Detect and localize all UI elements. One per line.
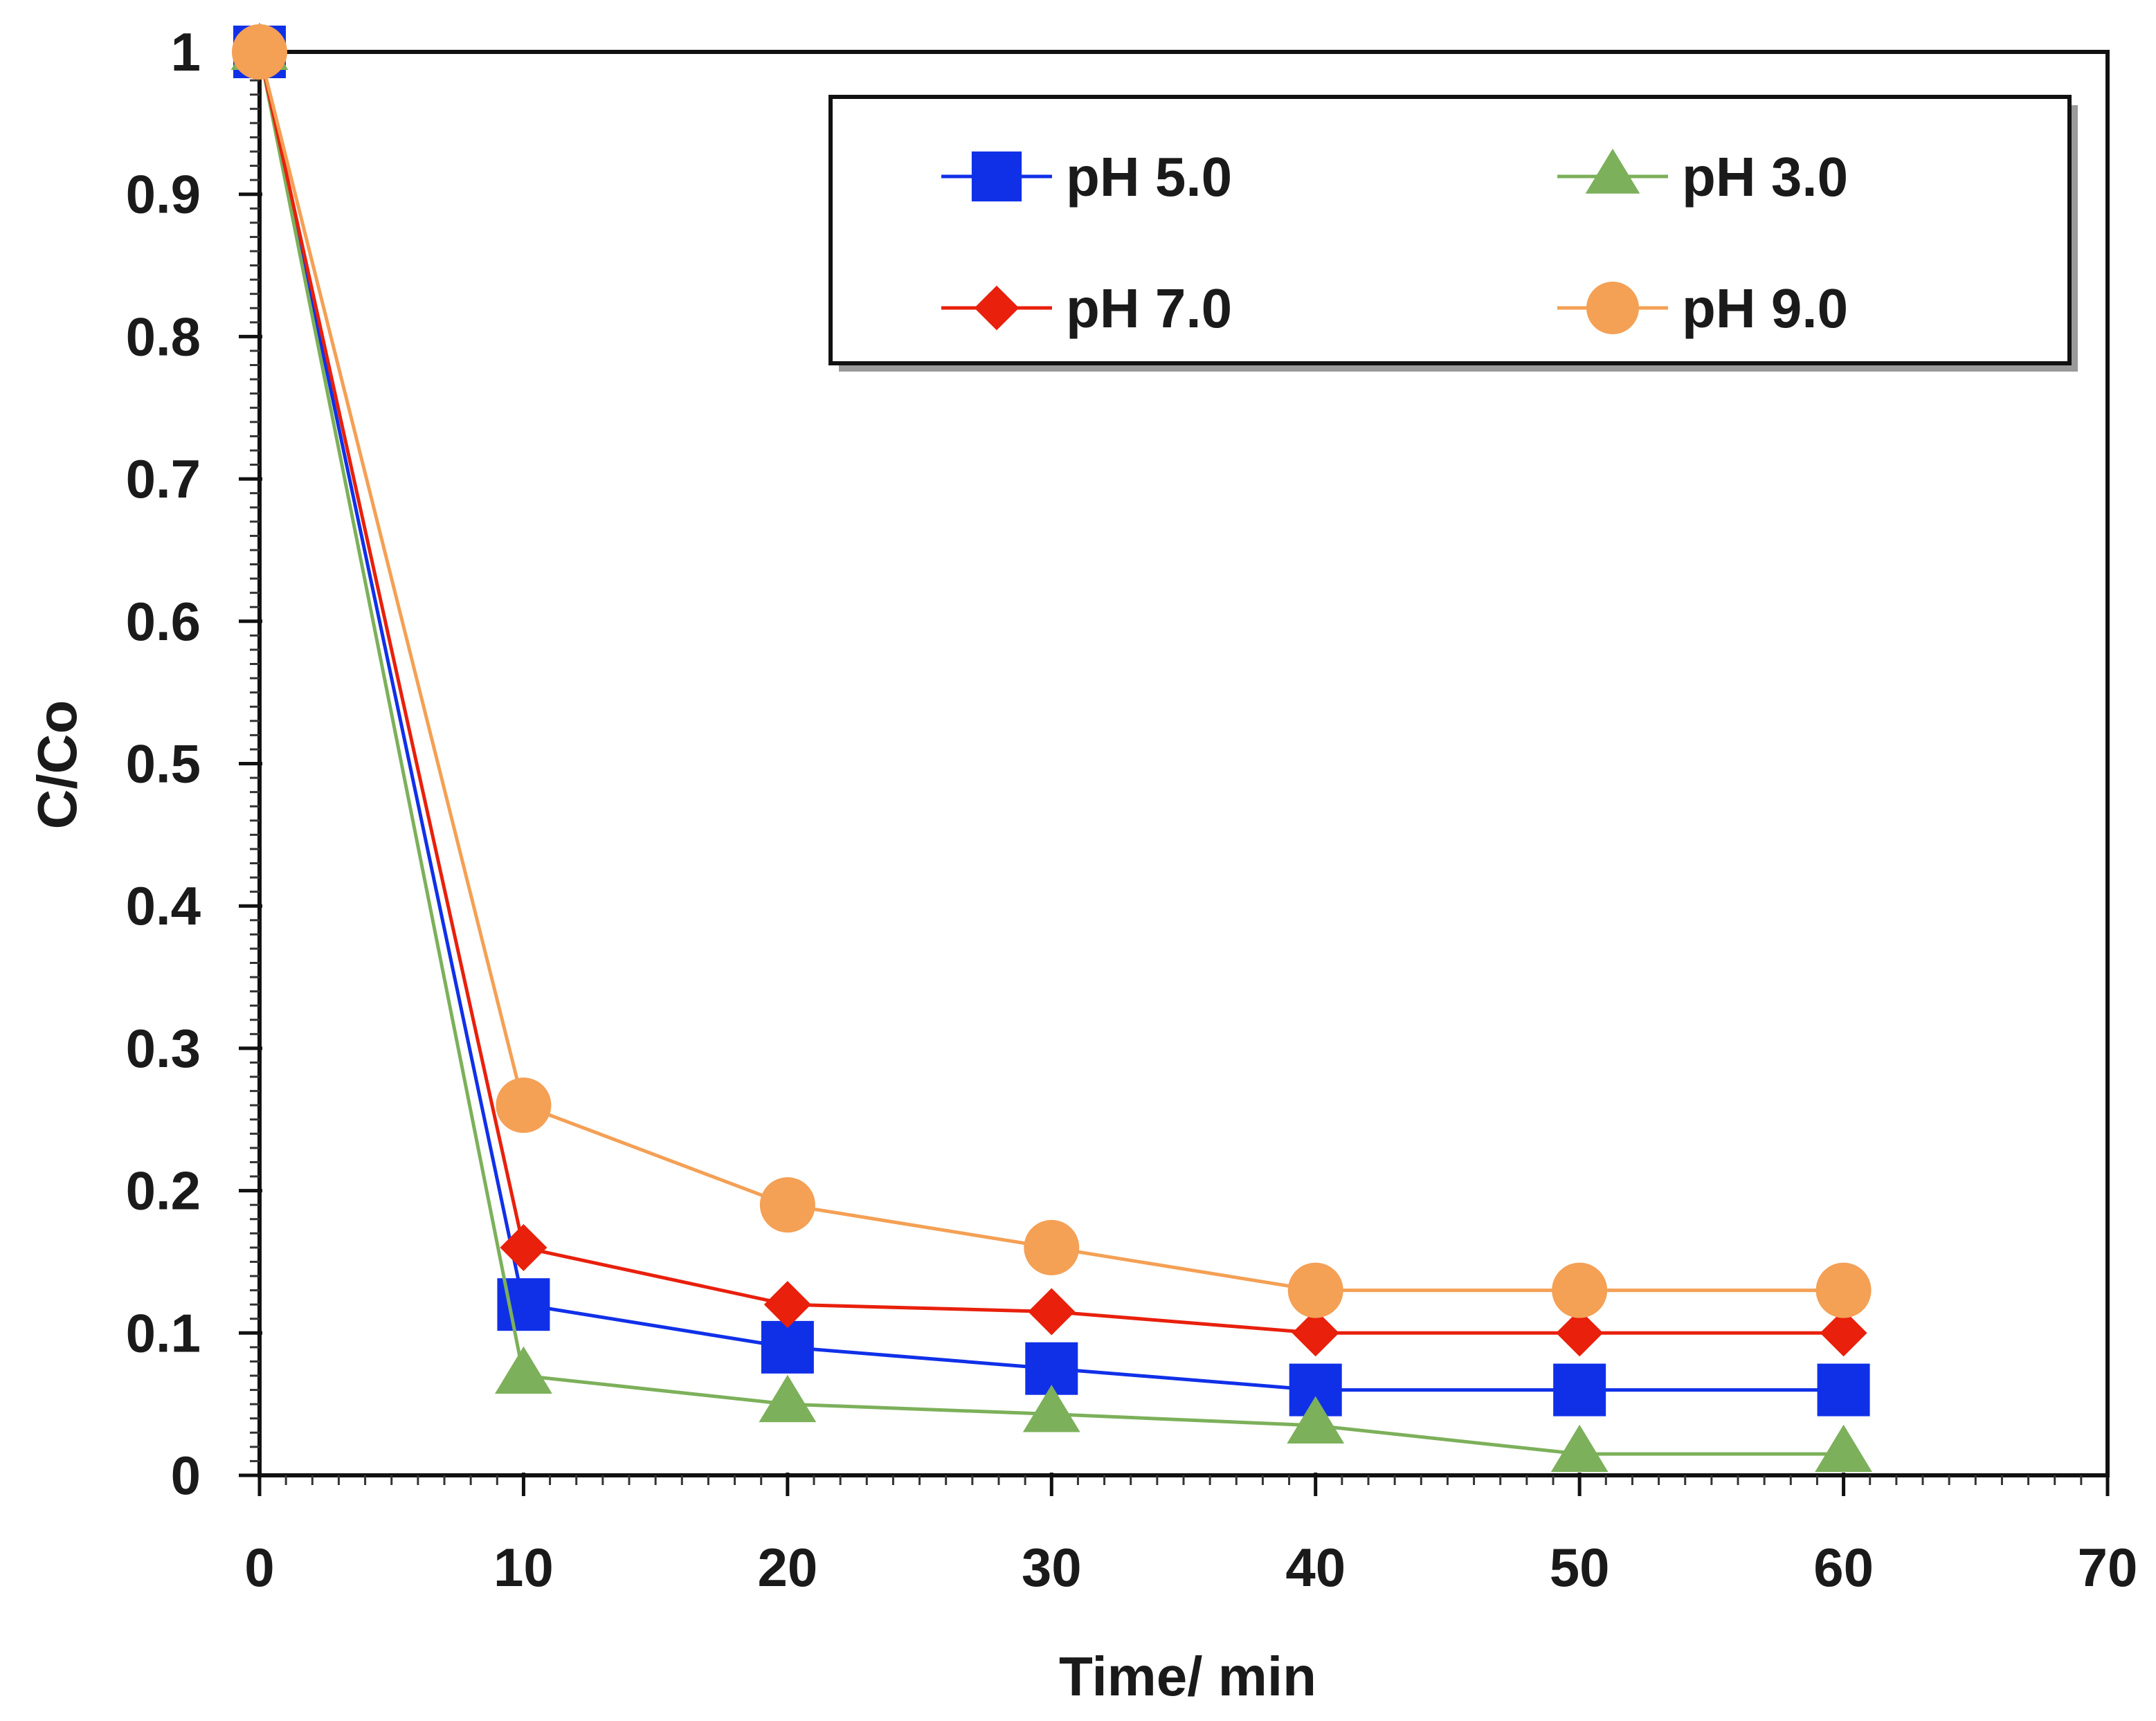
series-ph-9-0: [232, 24, 1872, 1318]
data-point: [1553, 1363, 1606, 1417]
x-tick-label: 40: [1285, 1537, 1346, 1598]
legend: pH 5.0 pH 3.0 pH 7.0 pH 9.0: [828, 95, 2078, 372]
legend-marker: [1586, 282, 1639, 334]
data-point: [759, 1177, 815, 1233]
x-tick-label: 60: [1813, 1537, 1874, 1598]
y-tick-label: 1: [171, 21, 201, 82]
legend-item: pH 7.0: [941, 277, 1232, 339]
data-point: [759, 1374, 817, 1423]
legend-marker: [974, 285, 1020, 331]
x-tick-label: 10: [493, 1537, 554, 1598]
series-ph-7-0: [236, 28, 1867, 1357]
x-tick-label: 50: [1550, 1537, 1610, 1598]
data-point: [1815, 1262, 1872, 1318]
series-ph-3-0: [230, 22, 1872, 1473]
data-point: [1028, 1288, 1076, 1336]
legend-marker: [1585, 148, 1640, 194]
data-point: [761, 1320, 814, 1374]
x-tick-label: 70: [2078, 1537, 2138, 1598]
y-tick-label: 0.6: [126, 591, 201, 652]
legend-label: pH 9.0: [1682, 277, 1848, 339]
legend-label: pH 3.0: [1682, 146, 1848, 208]
data-point: [1287, 1396, 1345, 1444]
data-point: [1024, 1219, 1080, 1275]
data-point: [763, 1281, 811, 1329]
data-point: [1556, 1309, 1604, 1357]
data-point: [500, 1223, 547, 1271]
x-tick-label: 20: [757, 1537, 817, 1598]
y-axis-label: C/Co: [26, 700, 88, 830]
legend-label: pH 5.0: [1066, 146, 1232, 208]
data-point: [1820, 1309, 1867, 1357]
data-point: [1550, 1424, 1609, 1473]
y-tick-label: 0.9: [126, 164, 201, 225]
data-point: [495, 1346, 552, 1394]
data-point: [1292, 1309, 1339, 1357]
legend-item: pH 9.0: [1557, 277, 1848, 339]
data-point: [1815, 1424, 1872, 1473]
y-tick-label: 0.7: [126, 448, 201, 509]
y-tick-label: 0.1: [126, 1302, 201, 1363]
y-tick-label: 0.2: [126, 1160, 201, 1221]
y-tick-label: 0.8: [126, 306, 201, 367]
data-point: [232, 24, 287, 80]
legend-label: pH 7.0: [1066, 277, 1232, 339]
legend-item: pH 5.0: [941, 146, 1232, 208]
legend-marker: [971, 151, 1022, 202]
y-tick-label: 0.4: [126, 875, 201, 936]
data-point: [1022, 1385, 1080, 1432]
y-tick-label: 0: [171, 1445, 201, 1506]
data-point: [1817, 1363, 1870, 1417]
y-tick-label: 0.5: [126, 734, 201, 794]
data-point: [1287, 1262, 1343, 1318]
x-axis-label: Time/ min: [1059, 1646, 1316, 1707]
series-layer: [230, 22, 1872, 1473]
data-point: [1552, 1262, 1608, 1318]
legend-box: [828, 95, 2072, 365]
x-tick-label: 0: [244, 1537, 274, 1598]
y-tick-label: 0.3: [126, 1018, 201, 1079]
legend-item: pH 3.0: [1557, 146, 1848, 208]
x-tick-label: 30: [1022, 1537, 1082, 1598]
data-point: [496, 1077, 552, 1133]
